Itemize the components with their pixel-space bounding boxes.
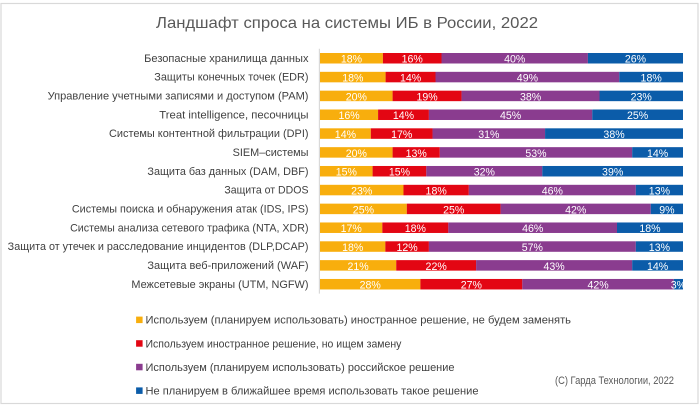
svg-text:9%: 9%: [659, 204, 675, 216]
svg-text:Управление учетными записями и: Управление учетными записями и доступом …: [48, 90, 309, 102]
svg-text:14%: 14%: [335, 129, 357, 141]
svg-text:(С) Гарда Технологии, 2022: (С) Гарда Технологии, 2022: [555, 375, 674, 387]
svg-text:57%: 57%: [522, 242, 544, 254]
svg-text:46%: 46%: [522, 223, 544, 235]
svg-text:22%: 22%: [426, 261, 448, 273]
svg-text:14%: 14%: [400, 72, 422, 84]
svg-text:40%: 40%: [504, 54, 526, 66]
svg-text:53%: 53%: [525, 148, 547, 160]
svg-text:Используем (планируем использо: Используем (планируем использовать) инос…: [146, 315, 572, 327]
svg-text:13%: 13%: [649, 242, 671, 254]
svg-text:23%: 23%: [631, 91, 653, 103]
svg-text:20%: 20%: [346, 148, 368, 160]
svg-text:25%: 25%: [627, 110, 649, 122]
svg-text:38%: 38%: [520, 91, 542, 103]
svg-text:Защиты конечных точек (EDR): Защиты конечных точек (EDR): [154, 72, 308, 84]
svg-text:18%: 18%: [341, 54, 363, 66]
svg-text:14%: 14%: [647, 148, 669, 160]
svg-text:27%: 27%: [461, 280, 483, 292]
svg-text:42%: 42%: [587, 280, 609, 292]
svg-text:12%: 12%: [397, 242, 419, 254]
svg-text:14%: 14%: [393, 110, 415, 122]
svg-text:16%: 16%: [338, 110, 360, 122]
svg-text:15%: 15%: [336, 167, 358, 179]
svg-text:31%: 31%: [478, 129, 500, 141]
svg-text:14%: 14%: [647, 261, 669, 273]
svg-text:Безопасные хранилища данных: Безопасные хранилища данных: [144, 53, 309, 65]
svg-text:Системы анализа сетевого трафи: Системы анализа сетевого трафика (NTA, X…: [70, 222, 308, 234]
svg-text:13%: 13%: [406, 148, 428, 160]
svg-text:49%: 49%: [517, 72, 539, 84]
svg-text:25%: 25%: [353, 204, 375, 216]
svg-text:23%: 23%: [351, 185, 373, 197]
svg-text:42%: 42%: [565, 204, 587, 216]
svg-text:13%: 13%: [649, 185, 671, 197]
svg-text:Не планируем в ближайшее время: Не планируем в ближайшее время использов…: [146, 386, 479, 398]
svg-text:39%: 39%: [602, 167, 624, 179]
svg-text:20%: 20%: [346, 91, 368, 103]
svg-text:17%: 17%: [341, 223, 363, 235]
svg-text:25%: 25%: [443, 204, 465, 216]
svg-text:Защита от утечек и расследован: Защита от утечек и расследование инциден…: [8, 241, 309, 253]
svg-text:18%: 18%: [342, 242, 364, 254]
svg-text:46%: 46%: [542, 185, 564, 197]
svg-text:32%: 32%: [474, 167, 496, 179]
svg-text:26%: 26%: [625, 54, 647, 66]
svg-text:45%: 45%: [500, 110, 522, 122]
svg-text:18%: 18%: [342, 72, 364, 84]
svg-text:38%: 38%: [603, 129, 625, 141]
svg-text:3%: 3%: [671, 280, 687, 292]
svg-text:Системы контентной фильтрации: Системы контентной фильтрации (DPI): [109, 128, 309, 140]
svg-text:21%: 21%: [348, 261, 370, 273]
svg-text:28%: 28%: [360, 280, 382, 292]
svg-text:17%: 17%: [391, 129, 413, 141]
svg-text:Используем (планируем использо: Используем (планируем использовать) росс…: [146, 362, 455, 374]
svg-text:18%: 18%: [405, 223, 427, 235]
svg-text:Treat intelligence, песочницы: Treat intelligence, песочницы: [159, 109, 308, 121]
svg-text:19%: 19%: [416, 91, 438, 103]
svg-text:SIEM–системы: SIEM–системы: [233, 147, 309, 159]
svg-text:Межсетевые экраны (UTM, NGFW): Межсетевые экраны (UTM, NGFW): [131, 279, 308, 291]
svg-text:Защита баз данных (DAM, DBF): Защита баз данных (DAM, DBF): [147, 166, 308, 178]
svg-text:18%: 18%: [426, 185, 448, 197]
svg-text:Защита от DDOS: Защита от DDOS: [224, 185, 308, 197]
svg-text:Используем иностранное решение: Используем иностранное решение, но ищем …: [146, 338, 403, 350]
svg-text:18%: 18%: [641, 72, 663, 84]
svg-text:16%: 16%: [402, 54, 424, 66]
svg-text:43%: 43%: [544, 261, 566, 273]
svg-text:Защита веб-приложений (WAF): Защита веб-приложений (WAF): [147, 260, 308, 272]
svg-text:18%: 18%: [639, 223, 661, 235]
svg-text:Ландшафт спроса на системы ИБ: Ландшафт спроса на системы ИБ в России, …: [156, 15, 538, 32]
svg-text:Системы поиска и обнаружения а: Системы поиска и обнаружения атак (IDS, …: [72, 203, 309, 215]
svg-text:15%: 15%: [389, 167, 411, 179]
